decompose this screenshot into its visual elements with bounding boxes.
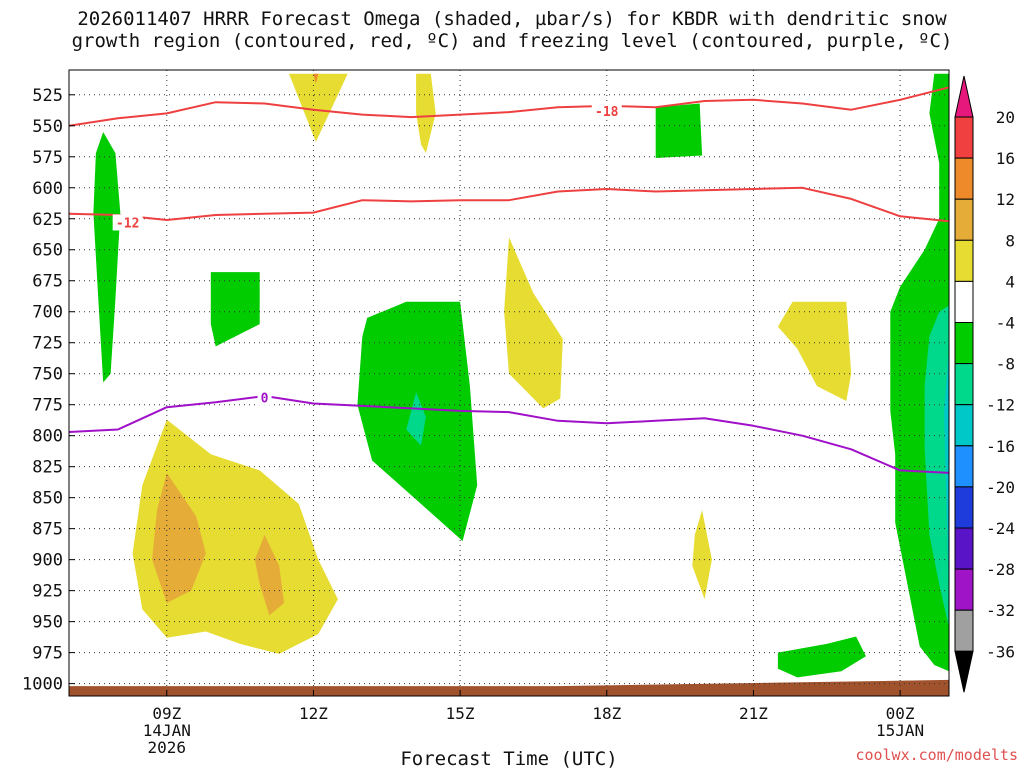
colorbar-label-2: 16 <box>996 149 1015 168</box>
y-tick-label-750: 750 <box>32 365 63 385</box>
colorbar-bin-9 <box>954 445 974 488</box>
omega-colorbar: 20 16 12 8 4 -4 -8 -12 -16 -20 -24 -28 -32 -36 <box>954 75 1015 693</box>
colorbar-label-12: -28 <box>986 560 1015 579</box>
omega-region-3 <box>416 73 436 154</box>
colorbar-label-5: 4 <box>1005 272 1015 291</box>
colorbar-bin-12 <box>954 568 974 611</box>
omega-region-15 <box>777 636 866 678</box>
plot-border <box>68 69 950 697</box>
y-tick-label-525: 525 <box>32 86 63 106</box>
y-tick-label-950: 950 <box>32 613 63 633</box>
colorbar-bin-8 <box>954 404 974 447</box>
y-tick-label-925: 925 <box>32 582 63 602</box>
y-tick-label-575: 575 <box>32 148 63 168</box>
omega-region-12 <box>152 472 206 603</box>
y-tick-label-1000: 1000 <box>22 675 63 695</box>
colorbar-label-7: -8 <box>996 355 1015 374</box>
chart-title-line-2: growth region (contoured, red, ºC) and f… <box>71 30 953 52</box>
colorbar-bin-7 <box>954 363 974 406</box>
y-tick-label-700: 700 <box>32 303 63 323</box>
contour-label-bg--12 <box>112 214 143 231</box>
omega-region-5 <box>655 103 703 158</box>
contour-line--18 <box>69 86 949 127</box>
y-tick-label-900: 900 <box>32 551 63 571</box>
x-tick-label-09Z: 09Z <box>152 704 181 723</box>
x-tick-label-18Z: 18Z <box>592 704 621 723</box>
colorbar-bottom-triangle <box>954 650 974 693</box>
y-tick-label-725: 725 <box>32 334 63 354</box>
colorbar-label-11: -24 <box>986 519 1015 538</box>
colorbar-label-14: -36 <box>986 642 1015 661</box>
y-tick-label-875: 875 <box>32 520 63 540</box>
colorbar-bin-2 <box>954 157 974 200</box>
x-tick-label-12Z: 12Z <box>299 704 328 723</box>
contour-line--12 <box>69 186 949 223</box>
x-tick-date-09Z: 14JAN <box>143 721 191 740</box>
y-tick-label-650: 650 <box>32 241 63 261</box>
contour-line-0 <box>69 395 949 474</box>
x-axis-label: Forecast Time (UTC) <box>400 748 617 768</box>
colorbar-label-9: -16 <box>986 437 1015 456</box>
y-tick-label-625: 625 <box>32 210 63 230</box>
contour-label-bg-0 <box>257 389 272 406</box>
colorbar-bin-10 <box>954 486 974 529</box>
colorbar-bin-4 <box>954 239 974 282</box>
colorbar-top-triangle <box>954 75 974 118</box>
colorbar-bin-11 <box>954 527 974 570</box>
chart-title-line-1: 2026011407 HRRR Forecast Omega (shaded, … <box>77 8 947 30</box>
colorbar-bin-6 <box>954 322 974 365</box>
colorbar-label-10: -20 <box>986 478 1015 497</box>
y-tick-label-675: 675 <box>32 272 63 292</box>
x-tick-label-21Z: 21Z <box>739 704 768 723</box>
y-tick-label-825: 825 <box>32 458 63 478</box>
source-credit: coolwx.com/modelts <box>855 746 1018 764</box>
colorbar-bin-13 <box>954 609 974 652</box>
colorbar-label-6: -4 <box>996 314 1015 333</box>
colorbar-bin-1 <box>954 116 974 159</box>
omega-shading <box>93 73 949 678</box>
x-tick-year-09Z: 2026 <box>148 738 187 757</box>
contour-label-bg--18 <box>591 102 622 119</box>
plot-frame <box>68 69 950 697</box>
x-tick-label-00Z: 00Z <box>886 704 915 723</box>
terrain-fill <box>69 679 949 696</box>
colorbar-label-3: 12 <box>996 190 1015 209</box>
y-tick-label-775: 775 <box>32 396 63 416</box>
contour-label--18: -18 <box>595 105 619 120</box>
y-tick-label-850: 850 <box>32 489 63 509</box>
omega-region-13 <box>254 534 285 616</box>
omega-region-1 <box>289 73 348 142</box>
omega-region-2 <box>313 73 319 84</box>
omega-region-6 <box>210 272 260 347</box>
y-tick-label-600: 600 <box>32 179 63 199</box>
omega-region-17 <box>924 305 949 628</box>
colorbar-label-8: -12 <box>986 396 1015 415</box>
x-tick-date-00Z: 15JAN <box>876 721 924 740</box>
colorbar-bin-3 <box>954 198 974 241</box>
colorbar-label-4: 8 <box>1005 231 1015 250</box>
omega-region-10 <box>406 392 426 446</box>
omega-region-14 <box>692 510 712 600</box>
gridlines <box>69 70 949 696</box>
omega-region-7 <box>504 237 563 409</box>
colorbar-label-1: 20 <box>996 108 1015 127</box>
omega-region-8 <box>777 301 852 401</box>
colorbar-label-13: -32 <box>986 601 1015 620</box>
omega-region-11 <box>132 419 338 654</box>
y-tick-label-800: 800 <box>32 427 63 447</box>
contour-label--12: -12 <box>116 216 139 231</box>
omega-region-4 <box>93 132 121 383</box>
y-tick-label-550: 550 <box>32 117 63 137</box>
pressure-axis: 525 550 575 600 625 650 675 700 725 750 775 800 825 8… <box>22 86 75 695</box>
contour-label-0: 0 <box>261 391 269 406</box>
x-tick-label-15Z: 15Z <box>446 704 475 723</box>
chart-title: 2026011407 HRRR Forecast Omega (shaded, … <box>0 8 1024 52</box>
colorbar-bin-5 <box>954 280 974 323</box>
terrain-polygon <box>69 679 949 696</box>
y-tick-label-975: 975 <box>32 644 63 664</box>
temperature-contours: -18 -12 0 <box>69 86 949 474</box>
